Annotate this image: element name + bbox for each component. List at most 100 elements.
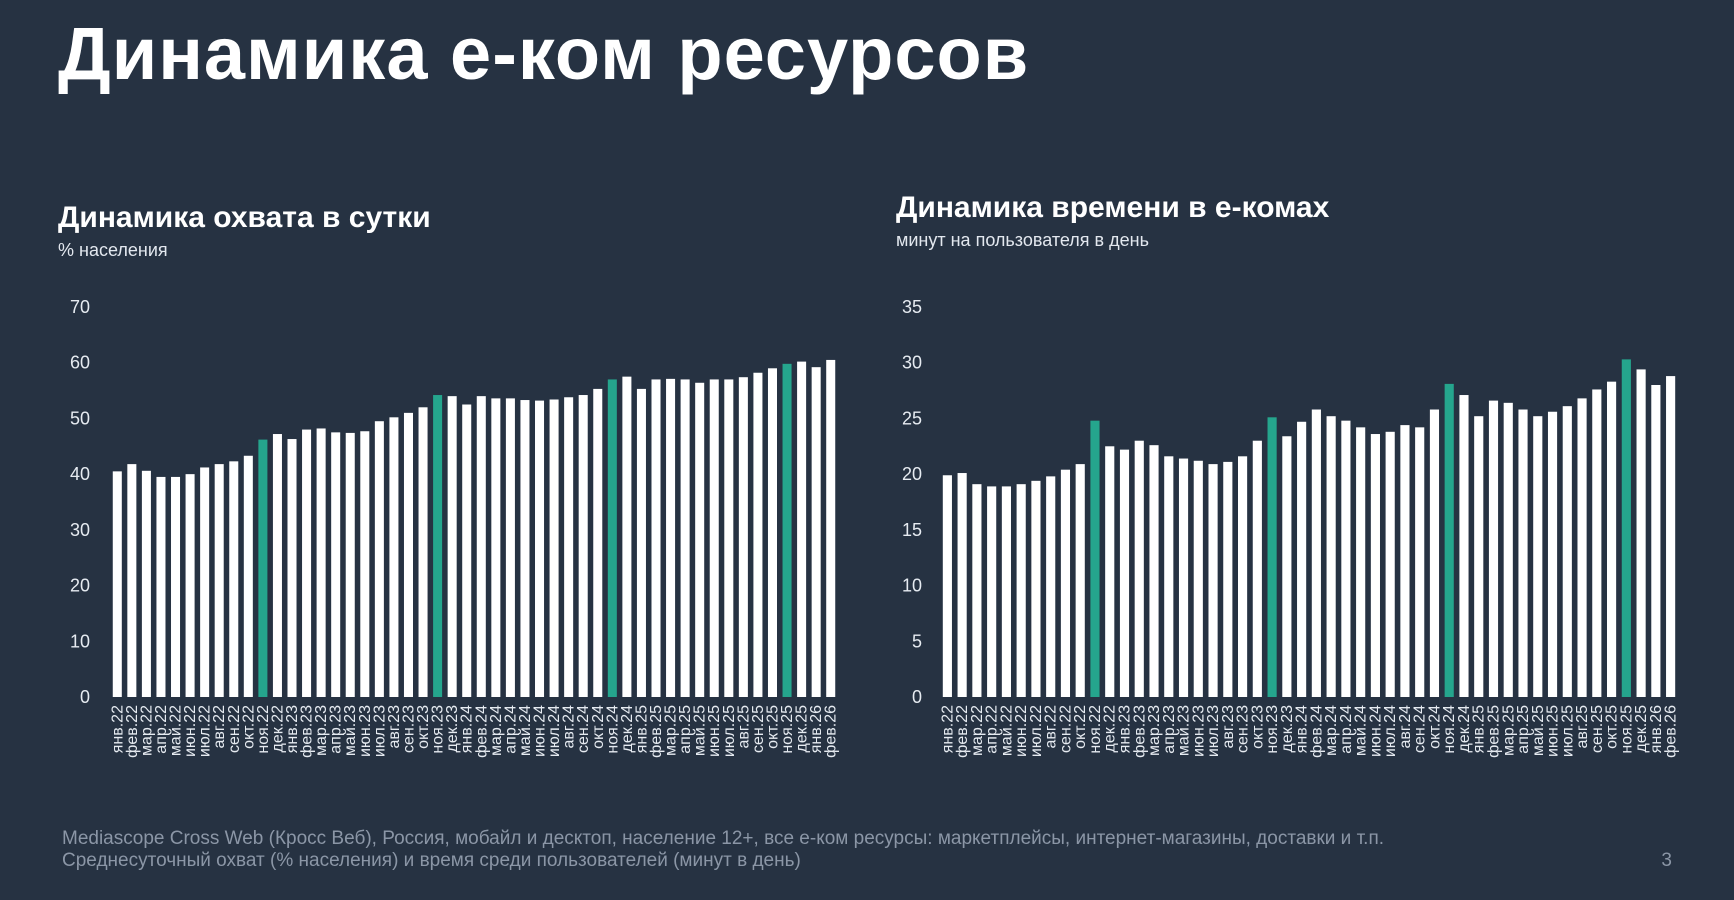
reach-x-tick-label: июл.23 bbox=[371, 705, 388, 757]
time-bar bbox=[1238, 456, 1248, 697]
time-bar bbox=[1341, 420, 1351, 697]
reach-y-tick-label: 70 bbox=[70, 297, 90, 317]
time-x-tick-label: янв.25 bbox=[1471, 705, 1488, 753]
time-y-tick-label: 10 bbox=[902, 576, 922, 596]
time-x-tick-label: май.23 bbox=[1176, 705, 1193, 756]
reach-x-tick-label: авг.24 bbox=[561, 705, 578, 749]
time-bar bbox=[1370, 434, 1380, 697]
reach-bar bbox=[636, 388, 646, 697]
reach-bar bbox=[302, 429, 312, 697]
reach-bar bbox=[782, 363, 792, 697]
reach-x-tick-label: янв.22 bbox=[109, 705, 126, 753]
reach-x-tick-label: июл.24 bbox=[546, 705, 563, 757]
time-x-tick-label: июл.25 bbox=[1559, 705, 1576, 757]
reach-x-tick-label: ноя.25 bbox=[779, 705, 796, 754]
reach-chart-subtitle: % населения bbox=[58, 240, 168, 260]
time-x-tick-label: дек.25 bbox=[1633, 705, 1650, 753]
time-bar bbox=[1488, 400, 1499, 697]
time-bar bbox=[1651, 385, 1661, 697]
reach-x-tick-label: апр.24 bbox=[502, 705, 519, 754]
time-bar bbox=[1518, 409, 1528, 697]
reach-x-tick-label: сен.22 bbox=[226, 705, 243, 753]
time-bar bbox=[1016, 484, 1026, 697]
reach-bar bbox=[345, 432, 355, 697]
reach-bar bbox=[403, 412, 413, 697]
time-x-tick-label: янв.24 bbox=[1294, 705, 1311, 753]
reach-bar bbox=[826, 359, 836, 697]
reach-bar bbox=[767, 368, 777, 697]
footnote-line-1: Mediascope Cross Web (Кросс Веб), Россия… bbox=[62, 828, 1385, 849]
reach-x-tick-label: фев.26 bbox=[823, 705, 840, 758]
reach-x-tick-label: мар.24 bbox=[488, 705, 505, 756]
reach-x-tick-label: сен.25 bbox=[750, 705, 767, 753]
time-bar bbox=[1297, 421, 1307, 697]
time-bar bbox=[1385, 431, 1395, 697]
time-x-tick-label: ноя.23 bbox=[1264, 705, 1281, 754]
time-bar bbox=[1326, 416, 1336, 697]
time-bar bbox=[1178, 458, 1189, 697]
reach-bar bbox=[797, 361, 807, 697]
reach-chart-title: Динамика охвата в сутки bbox=[58, 201, 431, 234]
time-y-tick-label: 15 bbox=[902, 520, 922, 540]
reach-x-tick-label: авг.23 bbox=[386, 705, 403, 749]
time-bar bbox=[957, 473, 967, 697]
reach-y-tick-label: 30 bbox=[70, 520, 90, 540]
time-bar bbox=[1311, 409, 1321, 697]
time-x-tick-label: май.25 bbox=[1530, 705, 1547, 756]
reach-bar bbox=[535, 400, 545, 697]
time-x-tick-label: дек.23 bbox=[1279, 705, 1296, 753]
time-x-tick-label: мар.25 bbox=[1500, 705, 1517, 756]
reach-bar bbox=[418, 407, 428, 697]
reach-x-tick-label: ноя.22 bbox=[255, 705, 272, 754]
time-x-tick-label: июл.22 bbox=[1028, 705, 1045, 757]
time-x-tick-label: окт.23 bbox=[1249, 705, 1266, 749]
reach-bar bbox=[491, 398, 501, 697]
reach-x-tick-label: дек.25 bbox=[794, 705, 811, 753]
time-bar bbox=[1031, 480, 1041, 697]
reach-x-tick-label: дек.23 bbox=[444, 705, 461, 753]
time-bar bbox=[1444, 383, 1454, 697]
time-bar bbox=[1356, 427, 1366, 697]
time-x-tick-label: окт.24 bbox=[1426, 705, 1443, 749]
reach-bar bbox=[433, 395, 443, 697]
time-bar bbox=[1223, 461, 1233, 697]
reach-bar bbox=[316, 428, 326, 697]
reach-x-tick-label: июн.22 bbox=[182, 705, 199, 757]
reach-x-tick-label: апр.23 bbox=[328, 705, 345, 754]
time-y-tick-label: 5 bbox=[912, 631, 922, 651]
reach-x-tick-label: дек.22 bbox=[269, 705, 286, 753]
reach-x-tick-label: окт.22 bbox=[240, 705, 257, 749]
reach-x-tick-label: апр.25 bbox=[677, 705, 694, 754]
reach-x-tick-label: авг.22 bbox=[211, 705, 228, 749]
time-chart-title: Динамика времени в е-комах bbox=[896, 191, 1330, 224]
reach-x-tick-label: май.25 bbox=[692, 705, 709, 756]
reach-bar bbox=[724, 379, 734, 697]
reach-bar bbox=[651, 379, 661, 697]
reach-x-tick-label: фев.23 bbox=[299, 705, 316, 758]
time-x-tick-label: ноя.22 bbox=[1087, 705, 1104, 754]
time-bar bbox=[1134, 440, 1144, 697]
time-x-tick-label: фев.24 bbox=[1308, 705, 1325, 758]
reach-x-tick-label: сен.23 bbox=[400, 705, 417, 753]
time-bar bbox=[1636, 369, 1646, 697]
reach-x-tick-label: мар.25 bbox=[663, 705, 680, 756]
time-x-tick-label: янв.23 bbox=[1117, 705, 1134, 753]
reach-bar bbox=[331, 432, 341, 697]
reach-bar bbox=[127, 464, 137, 697]
reach-bar bbox=[462, 404, 472, 697]
page-title: Динамика е-ком ресурсов bbox=[58, 12, 1030, 95]
reach-bar bbox=[200, 467, 210, 697]
time-bar bbox=[1105, 446, 1115, 697]
time-y-tick-label: 25 bbox=[902, 408, 922, 428]
time-x-tick-label: янв.22 bbox=[939, 705, 956, 753]
time-x-tick-label: янв.26 bbox=[1648, 705, 1665, 753]
reach-bar bbox=[360, 431, 370, 697]
time-bar bbox=[1607, 381, 1617, 697]
reach-y-tick-label: 40 bbox=[70, 464, 90, 484]
reach-x-tick-label: дек.24 bbox=[619, 705, 636, 753]
time-chart-subtitle: минут на пользователя в день bbox=[896, 230, 1149, 250]
reach-x-tick-label: фев.25 bbox=[648, 705, 665, 758]
time-x-tick-label: фев.23 bbox=[1131, 705, 1148, 758]
time-x-tick-label: окт.25 bbox=[1604, 705, 1621, 749]
reach-bar bbox=[185, 474, 195, 697]
